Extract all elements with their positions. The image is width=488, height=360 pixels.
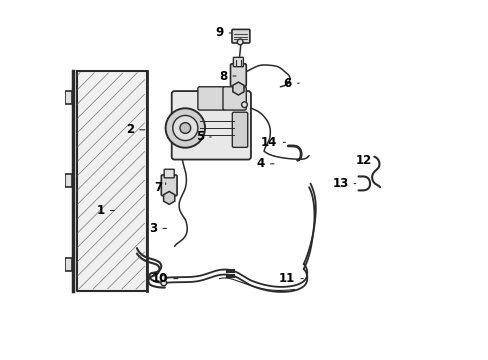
Circle shape xyxy=(172,116,198,140)
Text: 9: 9 xyxy=(215,27,223,40)
Text: 10: 10 xyxy=(152,272,168,285)
Text: 13: 13 xyxy=(331,177,348,190)
Circle shape xyxy=(241,102,247,108)
Polygon shape xyxy=(232,82,244,95)
FancyBboxPatch shape xyxy=(164,169,174,178)
Polygon shape xyxy=(77,71,146,291)
Polygon shape xyxy=(163,192,174,204)
Circle shape xyxy=(161,275,166,281)
Text: 7: 7 xyxy=(154,181,163,194)
Text: 8: 8 xyxy=(219,69,227,82)
Text: 1: 1 xyxy=(96,204,104,217)
FancyBboxPatch shape xyxy=(65,258,72,271)
FancyBboxPatch shape xyxy=(233,57,243,67)
FancyBboxPatch shape xyxy=(161,175,177,196)
Text: 6: 6 xyxy=(283,77,291,90)
Circle shape xyxy=(161,280,166,286)
FancyBboxPatch shape xyxy=(65,175,72,187)
Text: 3: 3 xyxy=(149,222,157,235)
Text: 12: 12 xyxy=(354,154,371,167)
Circle shape xyxy=(180,123,190,134)
FancyBboxPatch shape xyxy=(231,30,249,43)
Text: 4: 4 xyxy=(256,157,264,170)
Circle shape xyxy=(165,108,204,148)
Circle shape xyxy=(237,39,243,45)
Text: 5: 5 xyxy=(195,130,203,144)
Text: 11: 11 xyxy=(279,272,295,285)
FancyBboxPatch shape xyxy=(171,91,250,159)
Text: 2: 2 xyxy=(126,123,134,136)
FancyBboxPatch shape xyxy=(65,91,72,104)
FancyBboxPatch shape xyxy=(230,64,246,86)
FancyBboxPatch shape xyxy=(223,87,246,110)
Text: 14: 14 xyxy=(261,136,277,149)
FancyBboxPatch shape xyxy=(198,87,224,110)
FancyBboxPatch shape xyxy=(232,112,247,147)
